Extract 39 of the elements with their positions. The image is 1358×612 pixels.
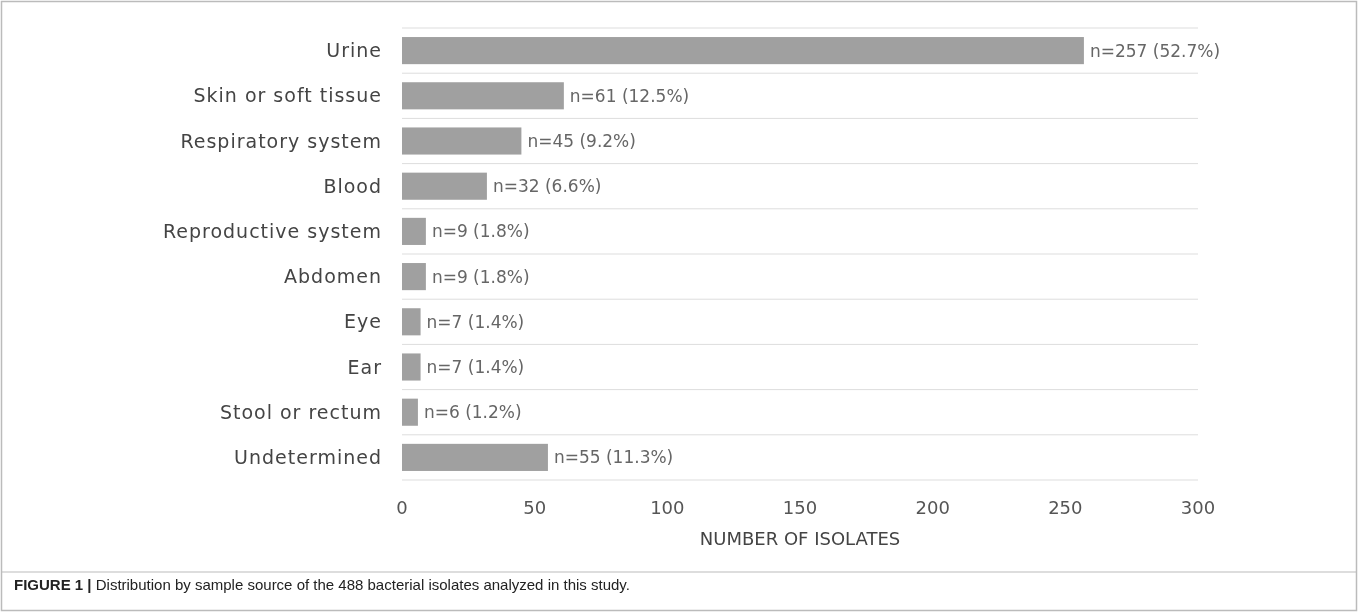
x-tick-label: 100 (650, 497, 685, 518)
y-tick-label: Eye (344, 310, 382, 333)
y-tick-label: Stool or rectum (219, 400, 382, 423)
y-tick-label: Respiratory system (180, 129, 382, 152)
bar (402, 308, 421, 336)
x-tick-label: 50 (523, 497, 547, 518)
bar (402, 443, 548, 471)
bar (402, 82, 564, 110)
bar (402, 172, 487, 200)
y-tick-label: Blood (323, 174, 382, 197)
y-tick-label: Ear (347, 355, 382, 378)
bar (402, 263, 426, 291)
x-tick-label: 200 (915, 497, 950, 518)
y-tick-label: Abdomen (284, 265, 382, 288)
x-tick-label: 0 (396, 497, 408, 518)
data-label: n=257 (52.7%) (1089, 40, 1221, 61)
data-label: n=55 (11.3%) (553, 447, 674, 468)
bar (402, 398, 418, 426)
y-tick-label: Reproductive system (162, 220, 382, 243)
data-label: n=7 (1.4%) (426, 311, 525, 332)
y-tick-label: Urine (326, 39, 382, 62)
bar (402, 37, 1084, 65)
data-label: n=9 (1.8%) (431, 266, 530, 287)
data-label: n=45 (9.2%) (527, 130, 636, 151)
y-tick-label: Skin or soft tissue (193, 84, 382, 107)
data-label: n=9 (1.8%) (431, 221, 530, 242)
bar (402, 127, 522, 155)
x-tick-label: 250 (1048, 497, 1083, 518)
x-tick-label: 150 (782, 497, 818, 518)
data-label: n=6 (1.2%) (423, 402, 522, 423)
data-label: n=61 (12.5%) (569, 85, 690, 106)
y-tick-label: Undetermined (234, 446, 382, 469)
data-label: n=32 (6.6%) (492, 176, 602, 197)
x-axis-title: NUMBER OF ISOLATES (699, 528, 901, 549)
data-label: n=7 (1.4%) (426, 356, 525, 377)
caption: FIGURE 1 | Distribution by sample source of the 488 bacterial isolates analyzed in this study. (14, 576, 630, 593)
bar (402, 217, 426, 245)
bar (402, 353, 421, 381)
x-tick-label: 300 (1180, 497, 1216, 518)
